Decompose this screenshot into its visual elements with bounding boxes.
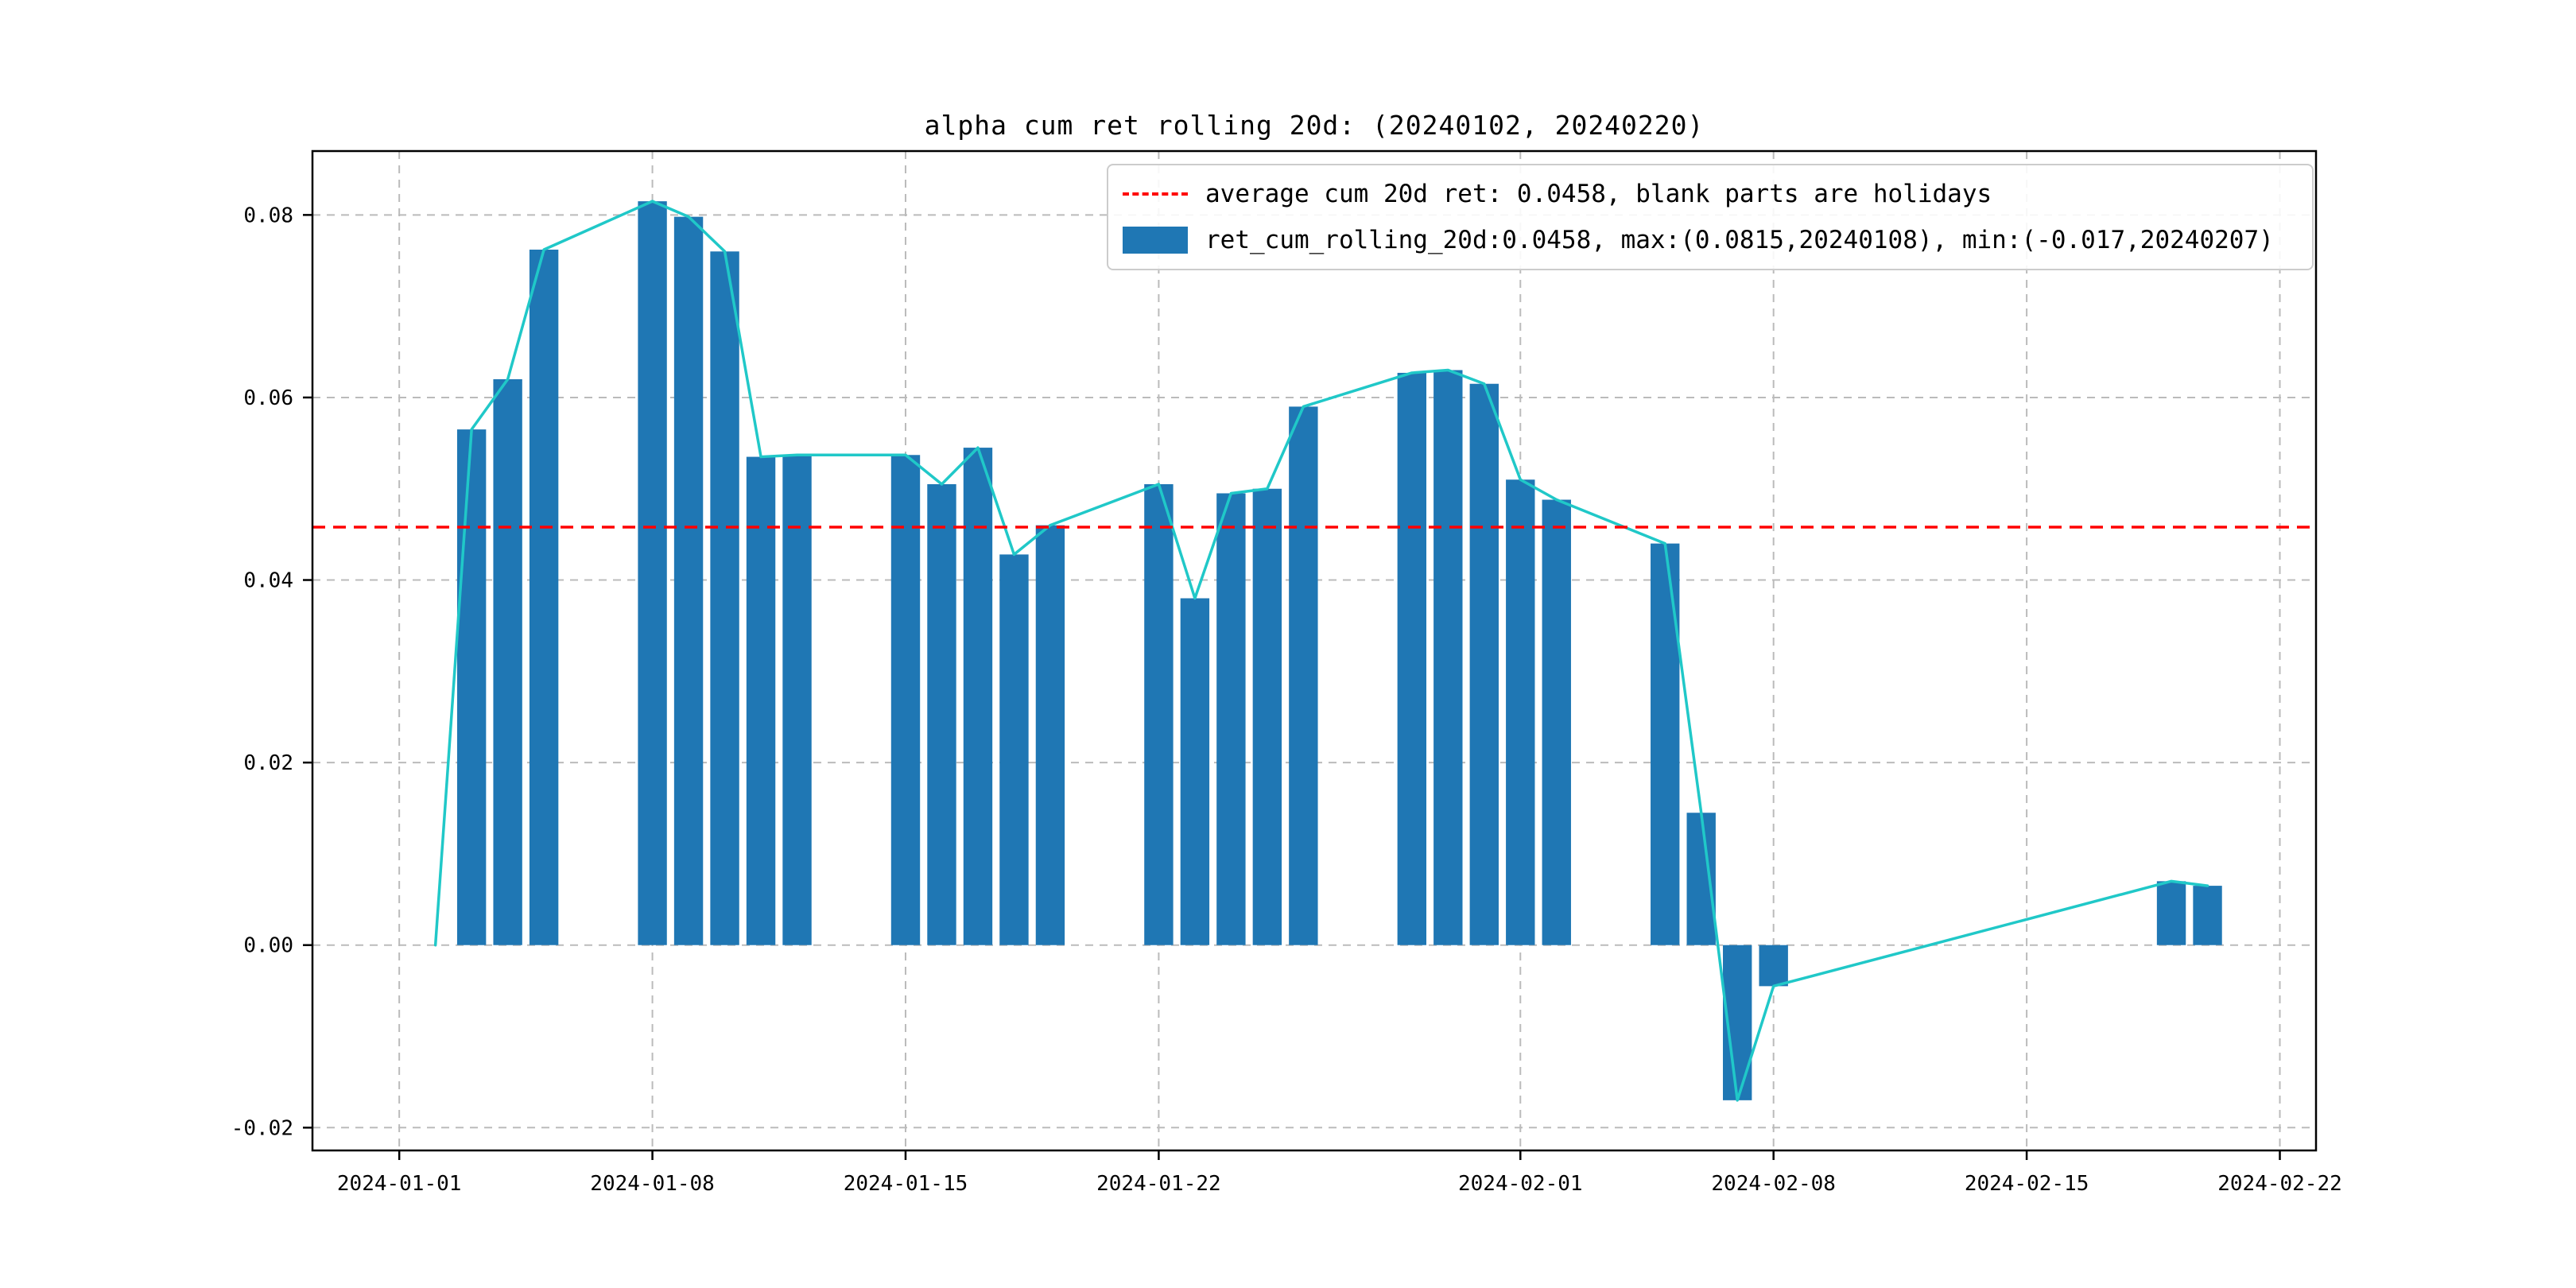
chart-title: alpha cum ret rolling 20d: (20240102, 20… xyxy=(924,110,1705,141)
bar xyxy=(1289,406,1318,945)
bar xyxy=(1035,525,1065,945)
bar xyxy=(1216,493,1246,945)
bar xyxy=(1506,479,1535,945)
bar xyxy=(1144,484,1174,945)
legend-item-series: ret_cum_rolling_20d:0.0458, max:(0.0815,… xyxy=(1123,219,2298,261)
plot-border xyxy=(311,149,2318,1152)
legend-average-label: average cum 20d ret: 0.0458, blank parts… xyxy=(1205,180,1992,208)
bar xyxy=(1686,813,1716,945)
bar xyxy=(1651,543,1680,945)
bar xyxy=(638,201,667,945)
x-tick-label: 2024-01-08 xyxy=(590,1172,715,1196)
bar xyxy=(1469,383,1499,945)
bar xyxy=(529,249,559,945)
x-tick-label: 2024-01-22 xyxy=(1096,1172,1221,1196)
bar xyxy=(1542,499,1571,945)
series-line xyxy=(433,200,2209,1102)
y-tick-label: 0.02 xyxy=(243,751,293,775)
bar xyxy=(999,554,1029,945)
bar xyxy=(746,456,776,945)
bar xyxy=(2156,881,2186,945)
legend-item-average: average cum 20d ret: 0.0458, blank parts… xyxy=(1123,173,2298,215)
bar xyxy=(456,429,487,945)
bar xyxy=(2193,886,2222,945)
bar xyxy=(1759,945,1788,987)
bar xyxy=(890,455,921,945)
legend-series-label: ret_cum_rolling_20d:0.0458, max:(0.0815,… xyxy=(1205,226,2274,254)
x-tick-label: 2024-02-15 xyxy=(1965,1172,2089,1196)
bar xyxy=(1433,370,1463,945)
y-tick-label: 0.08 xyxy=(243,204,293,227)
y-tick-label: 0.06 xyxy=(243,386,293,410)
bar xyxy=(1180,598,1210,945)
x-tick-label: 2024-02-01 xyxy=(1458,1172,1583,1196)
x-tick-label: 2024-01-15 xyxy=(844,1172,968,1196)
bar xyxy=(493,378,522,945)
bar xyxy=(927,484,956,945)
legend: average cum 20d ret: 0.0458, blank parts… xyxy=(1107,164,2314,270)
bar xyxy=(1397,372,1427,945)
bar xyxy=(673,216,704,945)
x-tick-label: 2024-02-22 xyxy=(2217,1172,2342,1196)
bar xyxy=(963,448,993,945)
bar xyxy=(1252,488,1282,945)
bar xyxy=(782,455,812,945)
legend-series-bar-swatch xyxy=(1123,227,1188,254)
legend-average-dash-swatch xyxy=(1123,192,1188,196)
bar xyxy=(710,251,739,945)
y-tick-label: 0.04 xyxy=(243,569,293,593)
y-tick-label: 0.00 xyxy=(243,934,293,958)
x-tick-label: 2024-01-01 xyxy=(337,1172,462,1196)
x-tick-label: 2024-02-08 xyxy=(1711,1172,1836,1196)
y-tick-label: -0.02 xyxy=(231,1116,293,1140)
